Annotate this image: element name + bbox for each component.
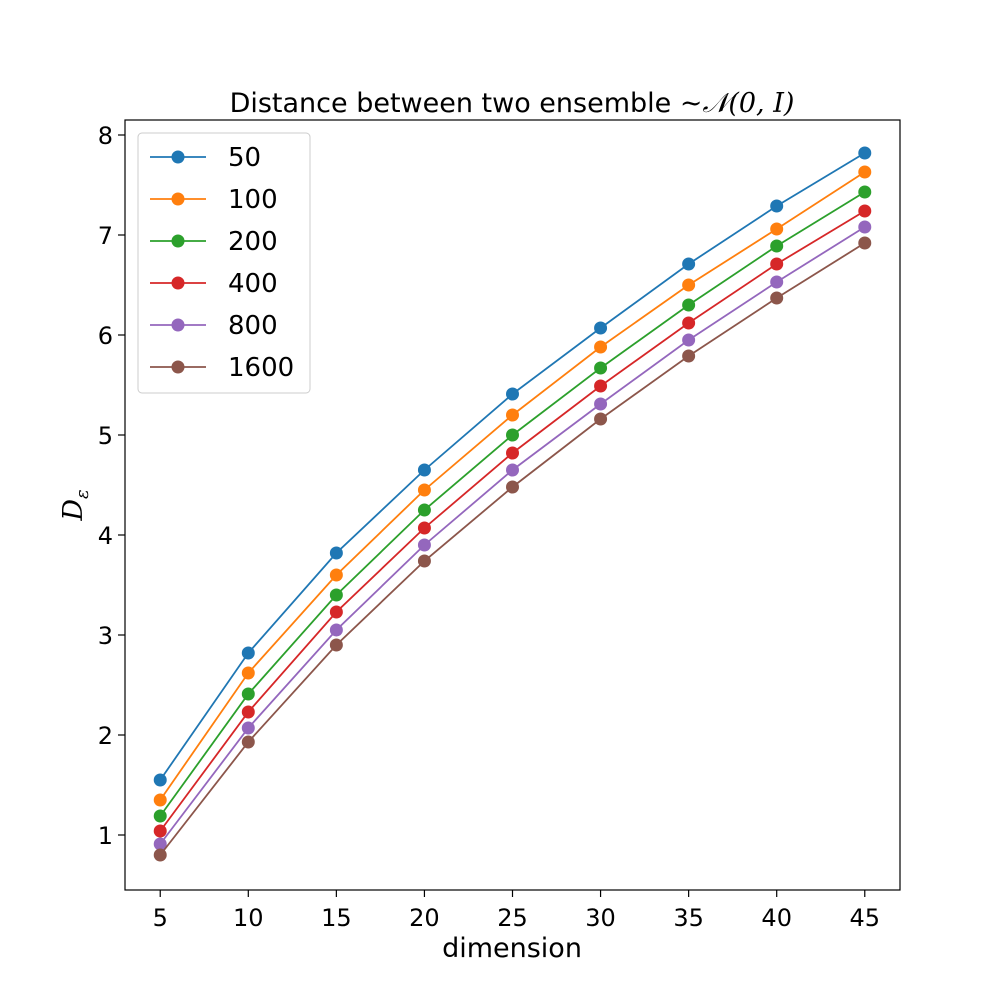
data-point-100 [858,165,872,179]
data-point-400 [153,824,167,838]
y-tick-label: 1 [98,822,113,850]
legend-label: 50 [228,143,261,173]
y-tick-label: 6 [98,322,113,350]
data-point-800 [417,538,431,552]
data-point-800 [594,397,608,411]
legend-label: 400 [228,269,278,299]
data-point-50 [682,257,696,271]
legend-swatch-marker [171,318,185,332]
y-tick-label: 5 [98,422,113,450]
data-point-1600 [858,236,872,250]
legend-swatch-marker [171,150,185,164]
data-point-400 [682,316,696,330]
legend-swatch-marker [171,276,185,290]
data-point-100 [241,666,255,680]
data-point-200 [858,185,872,199]
x-tick-label: 5 [153,904,168,932]
data-point-50 [858,146,872,160]
data-point-1600 [417,554,431,568]
data-point-200 [153,809,167,823]
data-point-200 [417,503,431,517]
y-axis-label-main: D [58,499,89,522]
data-point-200 [329,588,343,602]
chart-title-math: ~𝒩(0, I) [680,88,795,119]
legend-label: 100 [228,185,278,215]
legend-swatch-marker [171,192,185,206]
data-point-800 [858,220,872,234]
data-point-1600 [153,848,167,862]
y-tick-label: 3 [98,622,113,650]
data-point-400 [770,257,784,271]
data-point-200 [506,428,519,442]
y-tick-label: 4 [98,522,113,550]
chart-title-text: Distance between two ensemble [230,88,680,119]
plot-area-frame [124,119,901,891]
data-point-100 [506,408,519,422]
data-point-400 [241,705,255,719]
x-tick-label: 15 [321,904,352,932]
data-point-100 [329,568,343,582]
data-point-800 [506,463,519,477]
data-point-400 [858,204,872,218]
legend: 50 100 200 400 800 1600 [137,132,311,394]
legend-swatch-marker [171,360,185,374]
data-point-50 [241,646,255,660]
data-point-800 [682,333,696,347]
data-point-400 [417,521,431,535]
data-point-50 [594,321,608,335]
data-point-1600 [682,349,696,363]
data-point-800 [329,623,343,637]
data-point-800 [153,837,167,851]
data-point-50 [329,546,343,560]
data-point-400 [594,379,608,393]
data-point-800 [241,721,255,735]
x-tick-label: 10 [233,904,264,932]
legend-label: 1600 [228,353,294,383]
data-point-100 [417,483,431,497]
data-point-100 [153,793,167,807]
data-point-50 [417,463,431,477]
data-point-1600 [594,412,608,426]
data-point-50 [770,199,784,213]
data-point-200 [770,239,784,253]
x-tick-label: 40 [761,904,792,932]
y-tick-label: 8 [98,122,113,150]
legend-label: 800 [228,311,278,341]
data-point-1600 [770,291,784,305]
data-point-1600 [329,638,343,652]
data-point-200 [594,361,608,375]
x-tick-label: 25 [497,904,528,932]
x-tick-label: 20 [409,904,440,932]
data-point-100 [682,278,696,292]
data-point-200 [682,298,696,312]
data-point-50 [153,773,167,787]
data-point-400 [329,605,343,619]
data-point-100 [594,340,608,354]
y-axis-label-sub: ε [72,489,93,499]
y-axis-label: Dε [58,489,93,521]
data-point-100 [770,222,784,236]
x-tick-label: 30 [585,904,616,932]
data-point-1600 [506,480,519,494]
chart-title: Distance between two ensemble ~𝒩(0, I) [230,88,795,119]
data-point-400 [506,446,519,460]
y-tick-label: 7 [98,222,113,250]
data-point-1600 [241,735,255,749]
x-axis-label: dimension [442,933,582,964]
legend-label: 200 [228,227,278,257]
data-point-50 [506,387,519,401]
series-layer [153,146,872,862]
legend-swatch-marker [171,234,185,248]
x-tick-label: 45 [849,904,880,932]
data-point-200 [241,687,255,701]
y-tick-label: 2 [98,722,113,750]
data-point-800 [770,275,784,289]
x-tick-label: 35 [673,904,704,932]
